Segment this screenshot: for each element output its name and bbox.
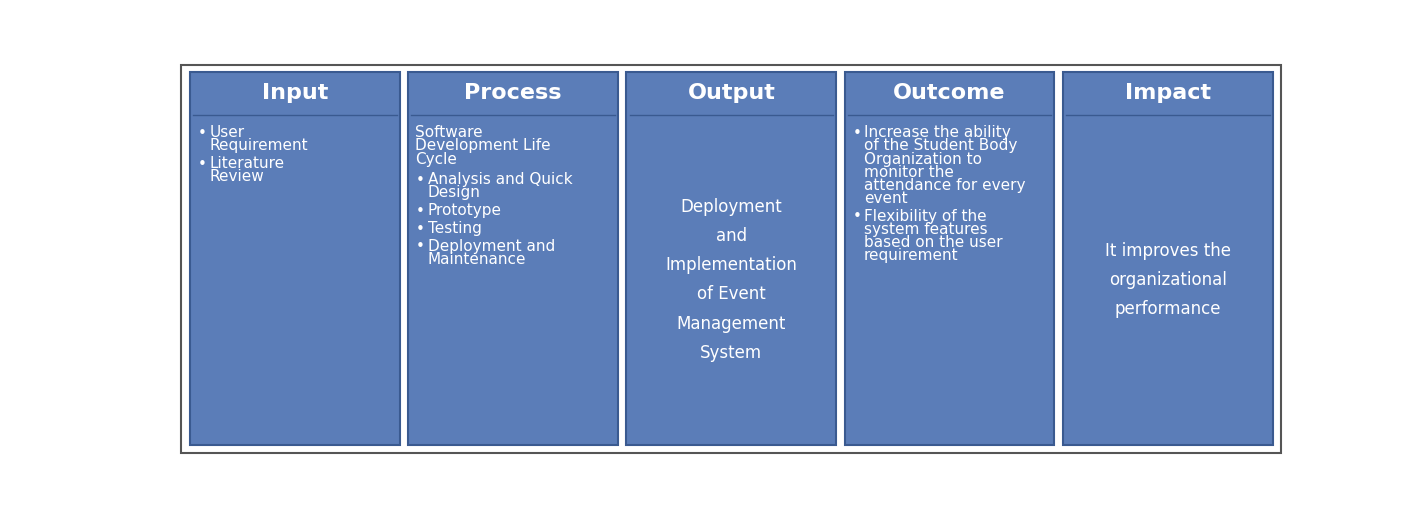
Text: Requirement: Requirement (210, 138, 308, 154)
Text: of the Student Body: of the Student Body (865, 138, 1017, 154)
Text: attendance for every: attendance for every (865, 178, 1026, 193)
Text: requirement: requirement (865, 248, 959, 263)
Bar (190, 72, 400, 445)
Text: User: User (210, 125, 244, 140)
Text: event: event (865, 191, 908, 206)
Text: Maintenance: Maintenance (428, 251, 527, 267)
Text: •: • (852, 209, 862, 224)
Text: Review: Review (210, 169, 264, 184)
Text: Deployment
and
Implementation
of Event
Management
System: Deployment and Implementation of Event M… (665, 198, 798, 362)
Bar (1063, 72, 1273, 445)
Text: monitor the: monitor the (865, 165, 955, 180)
Text: Design: Design (428, 185, 481, 200)
Text: Testing: Testing (428, 221, 481, 236)
Text: •: • (417, 204, 425, 219)
Text: Increase the ability: Increase the ability (865, 125, 1010, 140)
Text: Software: Software (415, 125, 482, 140)
Text: •: • (852, 126, 862, 141)
Bar (408, 72, 618, 445)
Text: •: • (417, 222, 425, 237)
Text: Deployment and: Deployment and (428, 239, 555, 253)
Text: •: • (417, 239, 425, 254)
Bar (626, 72, 836, 445)
Text: •: • (198, 157, 207, 172)
Text: Input: Input (261, 83, 328, 103)
Text: Development Life: Development Life (415, 138, 551, 154)
Text: It improves the
organizational
performance: It improves the organizational performan… (1104, 242, 1232, 318)
Text: •: • (198, 126, 207, 141)
Bar (845, 72, 1055, 445)
Text: Output: Output (688, 83, 775, 103)
Text: based on the user: based on the user (865, 234, 1003, 250)
Text: Prototype: Prototype (428, 203, 502, 218)
Text: Flexibility of the: Flexibility of the (865, 208, 986, 224)
Text: Analysis and Quick: Analysis and Quick (428, 173, 572, 187)
Text: Literature: Literature (210, 156, 284, 171)
Text: Impact: Impact (1124, 83, 1212, 103)
Text: Process: Process (464, 83, 562, 103)
Text: •: • (417, 173, 425, 188)
Text: system features: system features (865, 222, 987, 237)
Text: Organization to: Organization to (865, 152, 982, 166)
Text: Outcome: Outcome (893, 83, 1006, 103)
Text: Cycle: Cycle (415, 152, 457, 166)
